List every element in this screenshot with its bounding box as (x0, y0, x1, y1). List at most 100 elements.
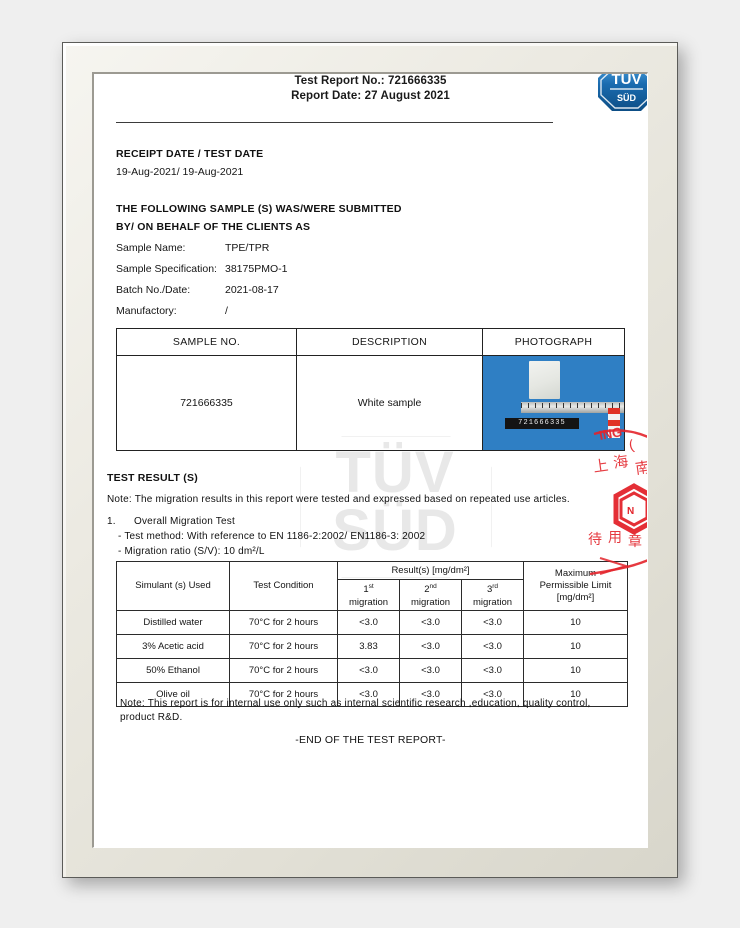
row-migration-2: <3.0 (399, 610, 462, 635)
row-migration-3: <3.0 (461, 610, 524, 635)
row-simulant: 3% Acetic acid (116, 634, 230, 659)
receipt-date-heading: RECEIPT DATE / TEST DATE (116, 148, 264, 160)
mig3-number: 3 (486, 584, 493, 596)
sample-photo-image: 721666335 (483, 356, 624, 450)
end-of-report-text: -END OF THE TEST REPORT- (295, 734, 446, 746)
row-simulant: Distilled water (116, 610, 230, 635)
svg-text:用: 用 (608, 530, 622, 546)
row-condition: 70°C for 2 hours (229, 658, 338, 683)
photo-color-reference (608, 408, 620, 438)
mig1-number: 1 (363, 584, 369, 596)
mig2-word: migration (410, 596, 451, 608)
svg-text:SÜD: SÜD (617, 93, 637, 103)
tuv-sud-logo-icon: TÜV SÜD (598, 74, 647, 120)
photo-ruler-ticks (521, 403, 624, 408)
submission-heading-line2: BY/ ON BEHALF OF THE CLIENTS AS (116, 221, 311, 233)
header-divider (116, 122, 553, 123)
frame-inner-edge (92, 72, 648, 848)
results-header-row-2: 1st migration 2nd migration 3rd migratio… (117, 579, 628, 611)
row-simulant: Olive oil (116, 682, 230, 707)
test-item-title: Overall Migration Test (134, 516, 235, 527)
sample-photograph-cell: 721666335 (482, 355, 625, 451)
field-label-manufactory: Manufactory: (116, 305, 177, 317)
field-label-sample-name: Sample Name: (116, 242, 186, 254)
row-migration-3: <3.0 (461, 682, 524, 707)
field-value-manufactory: / (225, 305, 228, 317)
watermark-octagon (300, 436, 492, 578)
sample-no-value: 721666335 (116, 355, 297, 451)
table-row: 3% Acetic acid 70°C for 2 hours 3.83 <3.… (116, 634, 628, 659)
results-header-condition: Test Condition (229, 561, 338, 611)
row-condition: 70°C for 2 hours (229, 610, 338, 635)
limit-line3: [mg/dm²] (556, 592, 595, 603)
tuv-sud-watermark: TÜV SÜD (290, 436, 500, 578)
sample-table-header-row: SAMPLE NO. DESCRIPTION PHOTOGRAPH (116, 328, 625, 356)
svg-text:南: 南 (634, 458, 647, 478)
photo-specimen (529, 361, 560, 399)
svg-text:N: N (627, 506, 634, 517)
row-simulant: 50% Ethanol (116, 658, 230, 683)
sample-table-header-photograph: PHOTOGRAPH (482, 328, 625, 356)
sample-description-value: White sample (296, 355, 483, 451)
results-header-row-1: Simulant (s) Used Test Condition Result(… (116, 561, 628, 611)
photo-ruler (521, 402, 624, 413)
migration-ratio-line: - Migration ratio (S/V): 10 dm²/L (118, 546, 265, 557)
footer-note-line2: product R&D. (120, 712, 183, 723)
limit-line2: Permissible Limit (539, 580, 612, 591)
mig2-ordinal: nd (429, 583, 437, 591)
table-row: Olive oil 70°C for 2 hours <3.0 <3.0 <3.… (116, 682, 628, 707)
row-condition: 70°C for 2 hours (229, 634, 338, 659)
frame-bevel-top (63, 43, 677, 46)
photo-id-label: 721666335 (505, 418, 579, 429)
row-limit: 10 (523, 682, 628, 707)
svg-text:上: 上 (592, 456, 609, 476)
table-row: Distilled water 70°C for 2 hours <3.0 <3… (116, 610, 628, 635)
svg-text:章: 章 (628, 533, 642, 550)
footer-note-line1: Note: This report is for internal use on… (120, 698, 591, 709)
results-header-migration-2: 2nd migration (399, 579, 462, 611)
sample-table-header-sample-no: SAMPLE NO. (116, 328, 297, 356)
mig1-ordinal: st (368, 583, 374, 591)
row-migration-2: <3.0 (399, 634, 462, 659)
row-migration-3: <3.0 (461, 634, 524, 659)
results-header-migration-1: 1st migration (337, 579, 400, 611)
report-date-line: Report Date: 27 August 2021 (291, 90, 450, 102)
svg-text:待: 待 (588, 532, 602, 548)
submission-heading-line1: THE FOLLOWING SAMPLE (S) WAS/WERE SUBMIT… (116, 203, 402, 215)
row-condition: 70°C for 2 hours (229, 682, 338, 707)
field-label-batch-no-date: Batch No./Date: (116, 284, 191, 296)
row-limit: 10 (523, 658, 628, 683)
limit-line1: Maximum (554, 568, 597, 579)
results-header-limit: Maximum Permissible Limit [mg/dm²] (523, 561, 628, 611)
svg-text:TÜV: TÜV (612, 74, 642, 88)
row-migration-1: <3.0 (337, 682, 400, 707)
mig3-word: migration (472, 596, 513, 608)
row-migration-3: <3.0 (461, 658, 524, 683)
results-header-results-group: Result(s) [mg/dm²] (337, 561, 524, 580)
row-migration-1: <3.0 (337, 610, 400, 635)
row-limit: 10 (523, 610, 628, 635)
field-value-sample-name: TPE/TPR (225, 242, 270, 254)
mig3-ordinal: rd (492, 583, 499, 591)
row-migration-2: <3.0 (399, 658, 462, 683)
mig2-number: 2 (424, 584, 430, 596)
field-label-sample-specification: Sample Specification: (116, 263, 217, 275)
sample-table: SAMPLE NO. DESCRIPTION PHOTOGRAPH 721666… (116, 328, 625, 451)
svg-text:海: 海 (612, 452, 629, 472)
frame-bevel-left (63, 43, 66, 877)
mig1-word: migration (348, 596, 389, 608)
report-page: TÜV SÜD Test Report No.: 721666335 Repor… (94, 74, 647, 847)
results-header-migration-3: 3rd migration (461, 579, 524, 611)
test-item-number: 1. (107, 516, 116, 527)
results-table: Simulant (s) Used Test Condition Result(… (116, 561, 628, 707)
sample-table-header-description: DESCRIPTION (296, 328, 483, 356)
receipt-date-value: 19-Aug-2021/ 19-Aug-2021 (116, 166, 244, 178)
test-method-line: - Test method: With reference to EN 1186… (118, 531, 426, 542)
row-migration-1: 3.83 (337, 634, 400, 659)
field-value-sample-specification: 38175PMO-1 (225, 263, 288, 275)
test-result-heading: TEST RESULT (S) (107, 472, 198, 484)
results-header-simulant: Simulant (s) Used (116, 561, 230, 611)
field-value-batch-no-date: 2021-08-17 (225, 284, 279, 296)
table-row: 721666335 White sample 721666335 (116, 355, 625, 451)
table-row: 50% Ethanol 70°C for 2 hours <3.0 <3.0 <… (116, 658, 628, 683)
